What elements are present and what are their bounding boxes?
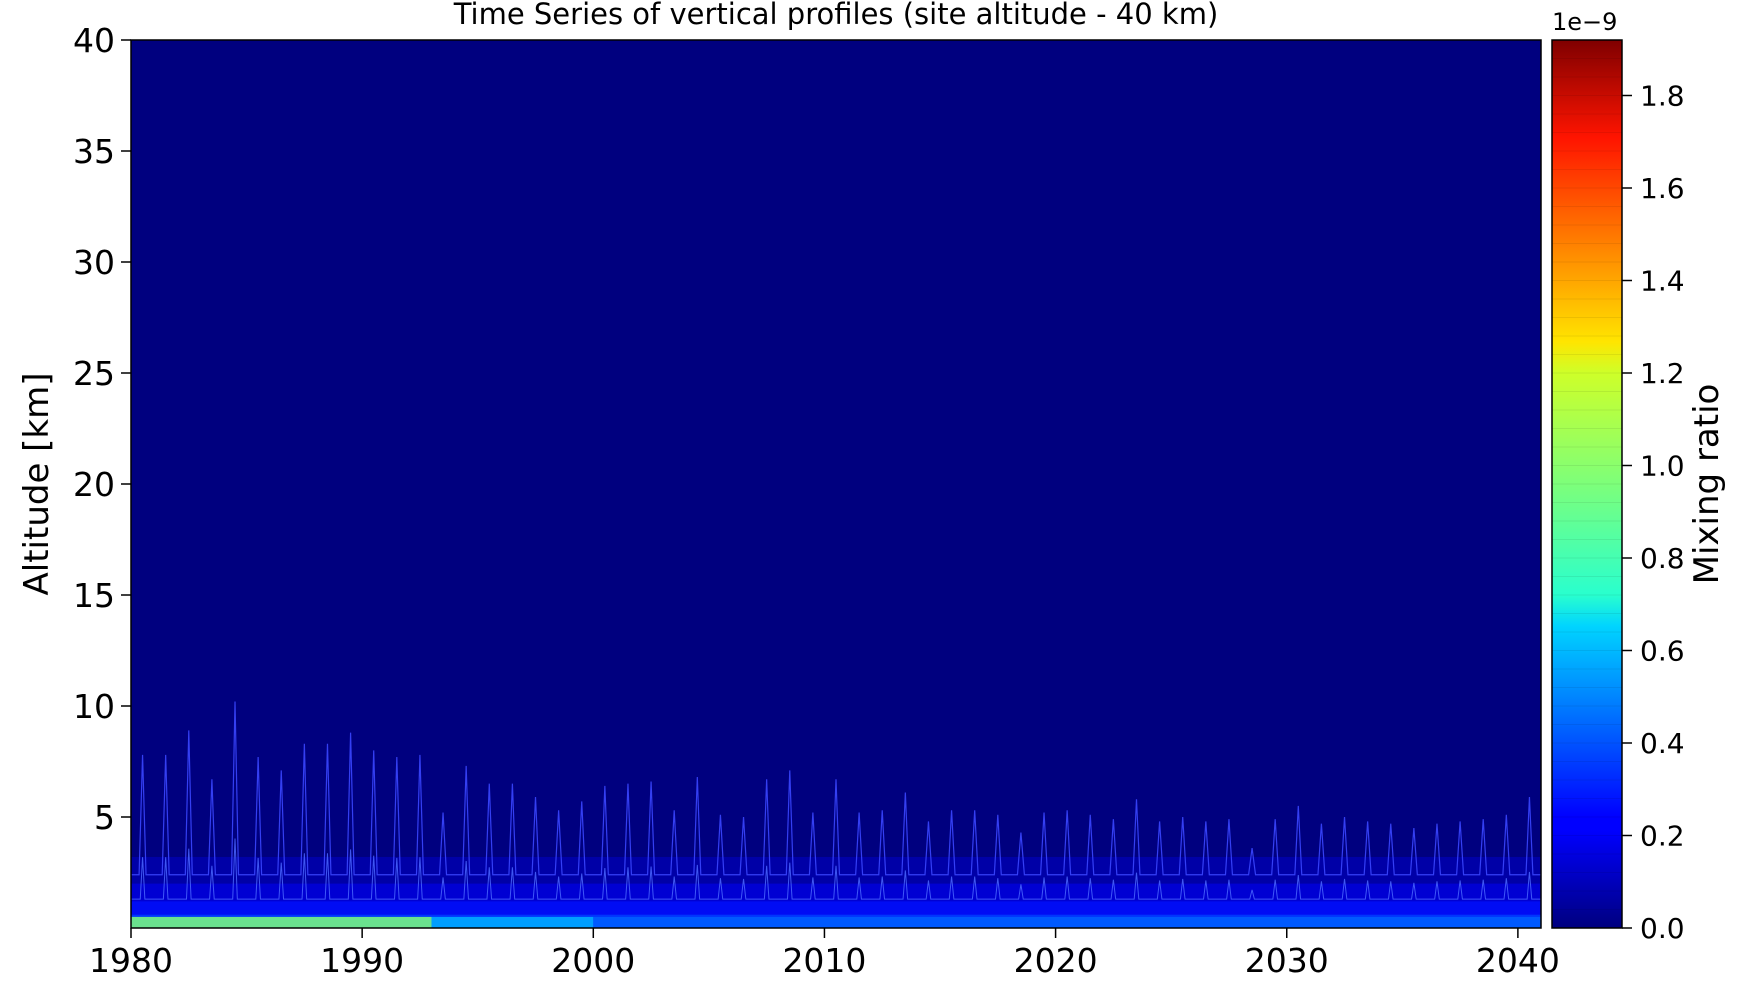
y-tick-label: 15 <box>73 576 115 615</box>
y-tick-label: 25 <box>73 354 115 393</box>
colorbar-tick-label: 0.6 <box>1640 635 1685 668</box>
near-surface-band <box>431 916 594 928</box>
heatmap-marks <box>131 701 1541 928</box>
x-tick-label: 2040 <box>1476 941 1560 980</box>
colorbar-tick-label: 1.4 <box>1640 265 1685 298</box>
colorbar-tick-label: 0.0 <box>1640 912 1685 945</box>
colorbar-tick-label: 1.2 <box>1640 357 1685 390</box>
colorbar-offset-text: 1e−9 <box>1552 8 1617 36</box>
near-surface-band <box>593 916 1541 928</box>
chart-title: Time Series of vertical profiles (site a… <box>453 0 1219 31</box>
x-tick-label: 2020 <box>1014 941 1098 980</box>
colorbar-ticks: 0.0 0.2 0.4 0.6 0.8 1.0 1.2 1.4 1.6 1.8 <box>1622 80 1685 945</box>
y-axis-label: Altitude [km] <box>17 372 57 595</box>
plot-area <box>130 39 1542 929</box>
y-tick-label: 5 <box>94 798 115 837</box>
colorbar-tick-label: 0.4 <box>1640 727 1685 760</box>
y-axis: 5 10 15 20 25 30 35 40 <box>73 21 131 837</box>
y-tick-label: 40 <box>73 21 115 60</box>
x-tick-label: 2010 <box>782 941 866 980</box>
seasonal-peak-contour <box>131 701 1541 876</box>
colorbar-tick-label: 1.8 <box>1640 80 1685 113</box>
colorbar-label: Mixing ratio <box>1687 384 1727 585</box>
x-tick-label: 1980 <box>89 941 173 980</box>
near-surface-band <box>131 916 432 928</box>
colorbar-frame <box>1551 39 1623 929</box>
inner-contour <box>131 838 1541 900</box>
colorbar-tick-label: 1.0 <box>1640 450 1685 483</box>
x-tick-label: 1990 <box>320 941 404 980</box>
colorbar-tick-label: 0.8 <box>1640 542 1685 575</box>
x-tick-label: 2030 <box>1245 941 1329 980</box>
y-tick-label: 30 <box>73 243 115 282</box>
colorbar-gradient <box>1552 40 1622 928</box>
y-tick-label: 10 <box>73 687 115 726</box>
y-tick-label: 35 <box>73 132 115 171</box>
colorbar-tick-label: 0.2 <box>1640 820 1685 853</box>
x-tick-label: 2000 <box>551 941 635 980</box>
x-axis: 1980 1990 2000 2010 2020 2030 2040 <box>89 928 1560 980</box>
colorbar-tick-label: 1.6 <box>1640 172 1685 205</box>
y-tick-label: 20 <box>73 465 115 504</box>
colorbar-levels <box>1552 58 1622 910</box>
colorbar: 0.0 0.2 0.4 0.6 0.8 1.0 1.2 1.4 1.6 1.8 1e−9 Mixi… <box>1551 8 1727 945</box>
